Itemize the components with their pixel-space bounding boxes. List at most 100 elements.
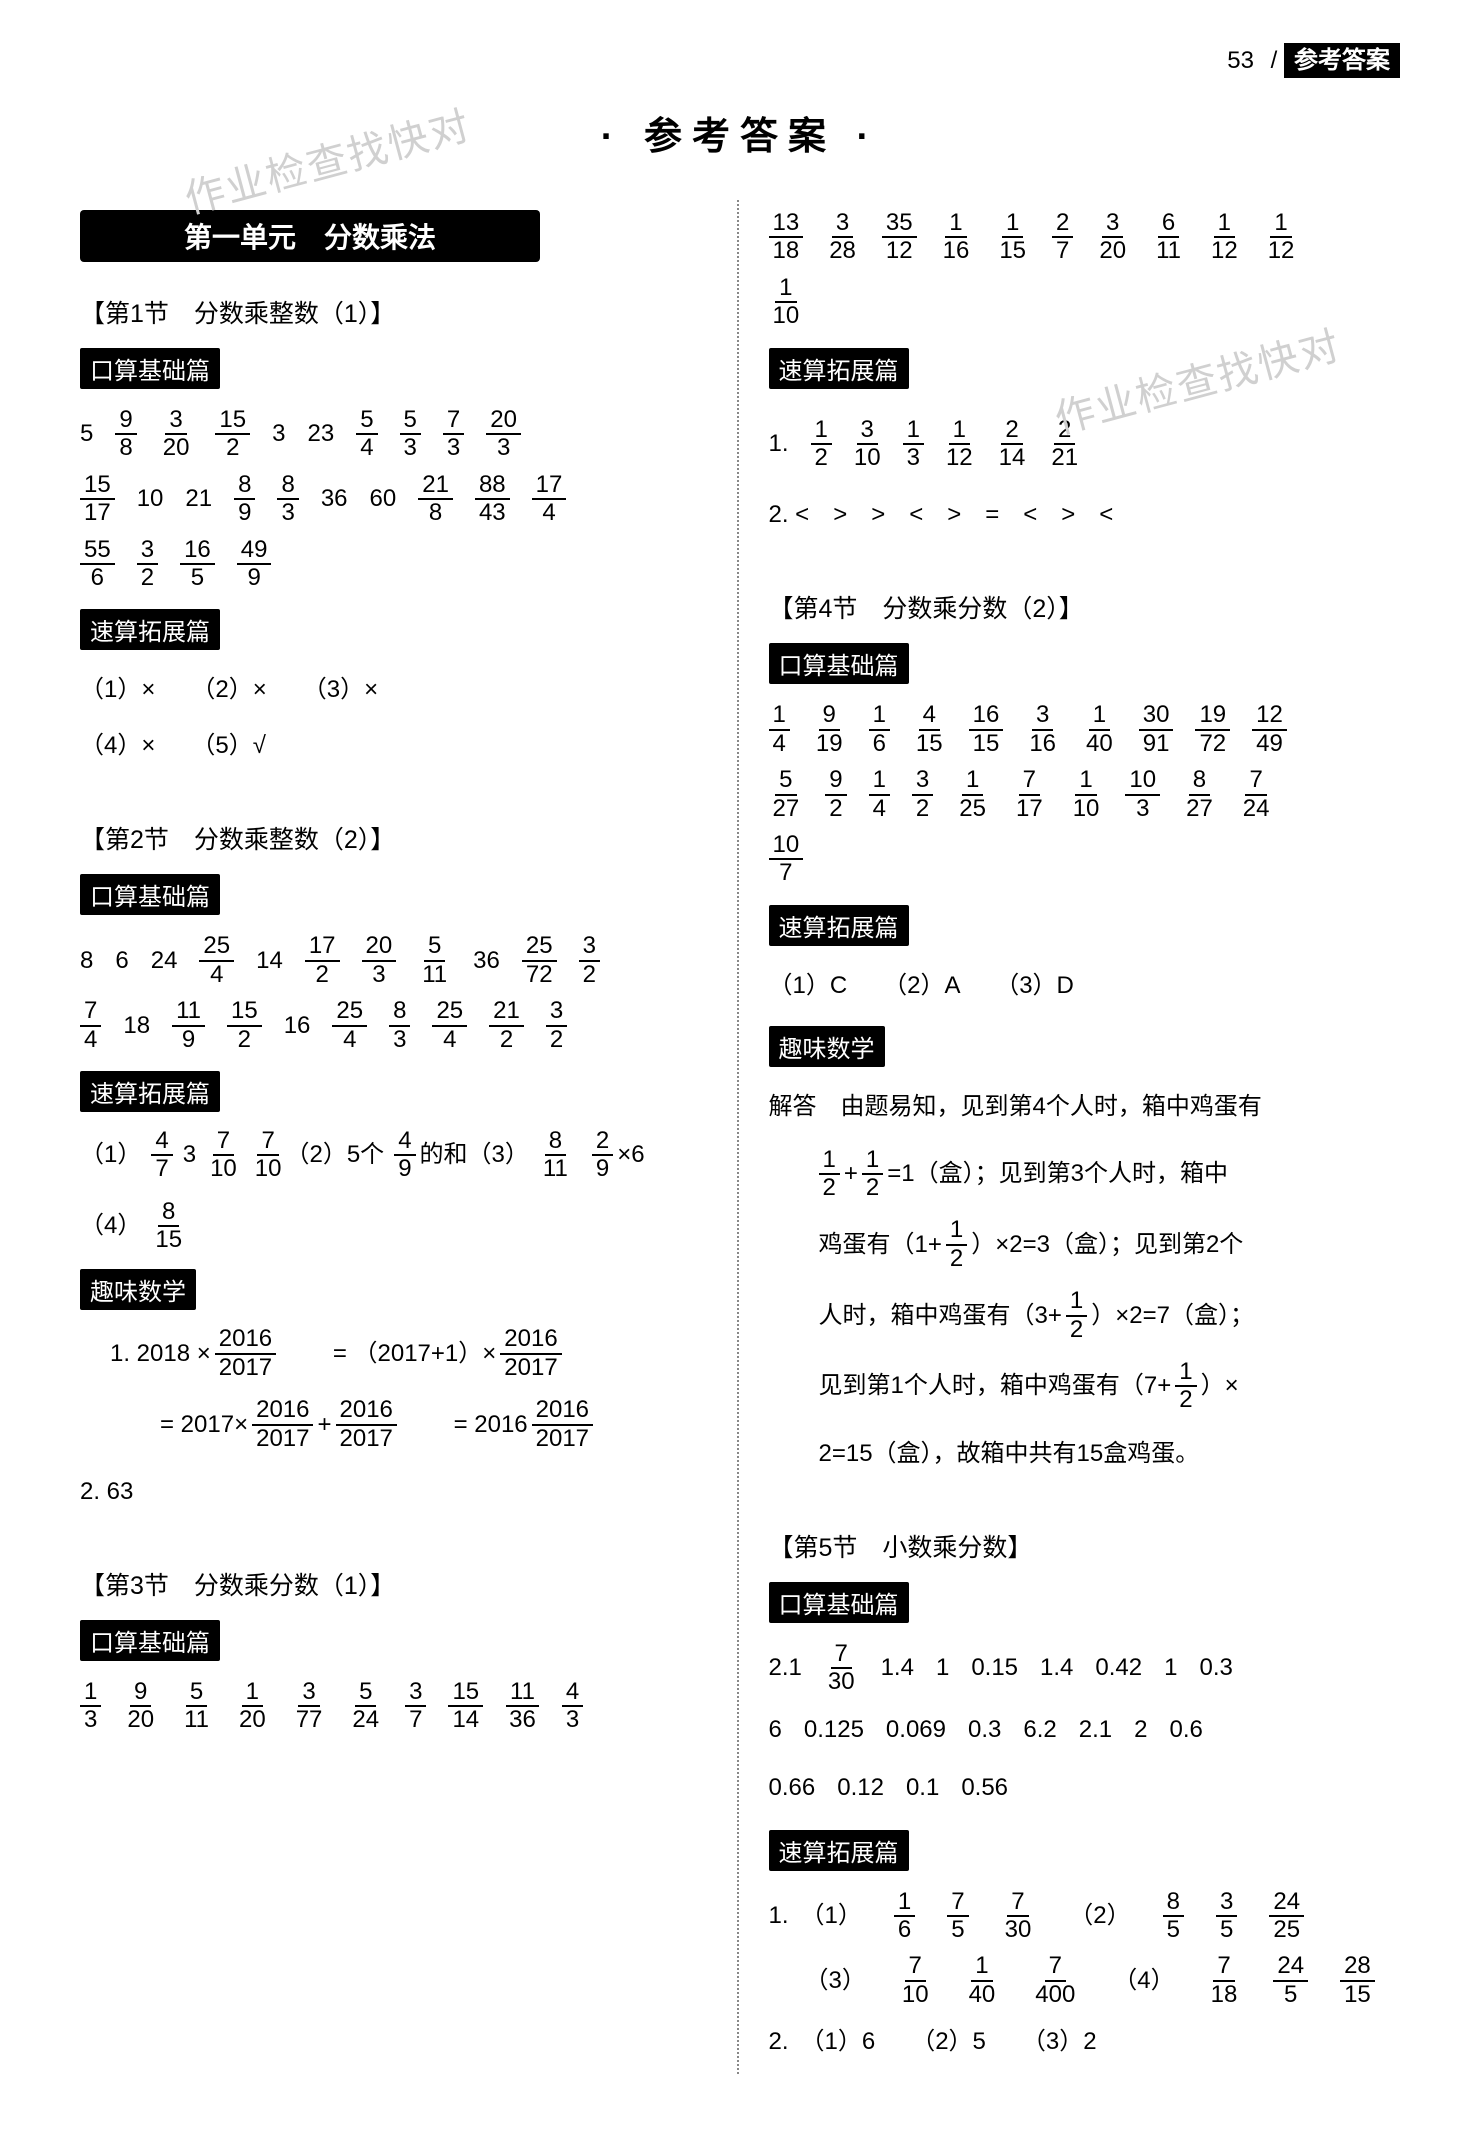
expand-item: （2）5个49的和 [285, 1128, 467, 1183]
sec3-basic: 13920511120377524371514113643 [80, 1679, 712, 1734]
value: 1 [936, 1644, 949, 1692]
sec2-expand: （1）47 3 710710（2）5个49的和（3）811 29×6（4）815 [80, 1120, 712, 1262]
value: 21 [185, 475, 212, 523]
fraction: 27 [1052, 210, 1073, 265]
value: 60 [370, 475, 397, 523]
fraction: 611 [1152, 210, 1185, 265]
fraction: 254 [199, 933, 234, 988]
page-header: 53 / 参考答案 [80, 40, 1400, 75]
tag-expand: 速算拓展篇 [769, 348, 909, 389]
fraction: 12 [1175, 1359, 1196, 1414]
fraction: 35 [1216, 1889, 1237, 1944]
fraction: 524 [348, 1679, 383, 1734]
fun-line: 12+12=1（盒）；见到第3个人时，箱中 [769, 1147, 1228, 1202]
label: （4） [1101, 1957, 1174, 2005]
fraction: 710 [251, 1128, 286, 1183]
label: （2） [1057, 1892, 1130, 1940]
fraction: 12 [819, 1147, 840, 1202]
fraction: 212 [489, 998, 524, 1053]
value: 14 [256, 937, 283, 985]
fraction: 85 [1163, 1889, 1184, 1944]
tag-fun: 趣味数学 [80, 1269, 196, 1310]
fraction: 7400 [1031, 1953, 1079, 2008]
value: 3 [183, 1131, 196, 1179]
unit-banner: 第一单元 分数乘法 [80, 210, 540, 262]
fraction: 203 [362, 933, 397, 988]
answer-row: 60.1250.0690.36.22.120.6 [769, 1706, 1401, 1754]
tag-expand: 速算拓展篇 [80, 1071, 220, 1112]
slash: / [1271, 47, 1278, 74]
fraction: 89 [234, 472, 255, 527]
fraction: 20162017 [500, 1326, 561, 1381]
txt: + [317, 1401, 331, 1449]
value: 1 [1164, 1644, 1177, 1692]
fraction: 112 [942, 417, 977, 472]
value: 2 [1134, 1706, 1147, 1754]
fraction: 98 [115, 407, 136, 462]
value: 16 [284, 1002, 311, 1050]
fraction: 140 [965, 1953, 1000, 2008]
sec4-fun: 解答 由题易知，见到第4个人时，箱中鸡蛋有12+12=1（盒）；见到第3个人时，… [769, 1083, 1401, 1486]
value: 0.66 [769, 1764, 816, 1812]
main-title: · 参考答案 · [80, 105, 1400, 160]
right-top-rows: 1318328351211611527320611112112110 [769, 210, 1401, 330]
label: （3） [769, 1957, 866, 2005]
fraction: 165 [180, 537, 215, 592]
fraction: 13 [903, 417, 924, 472]
fraction: 74 [80, 998, 101, 1053]
fraction: 54 [356, 407, 377, 462]
value: 0.125 [804, 1706, 864, 1754]
fraction: 254 [432, 998, 467, 1053]
fraction: 73 [443, 407, 464, 462]
fun-line: 见到第1个人时，箱中鸡蛋有（7+12）× [769, 1359, 1239, 1414]
value: 0.3 [968, 1706, 1001, 1754]
fraction: 14 [869, 767, 890, 822]
fraction: 556 [80, 537, 115, 592]
fraction: 8843 [475, 472, 510, 527]
fraction: 16 [869, 702, 890, 757]
content-columns: 第一单元 分数乘法 【第1节 分数乘整数（1）】 口算基础篇 598320152… [80, 200, 1400, 2074]
value: 8 [80, 937, 93, 985]
value: 3 [272, 410, 285, 458]
tag-expand: 速算拓展篇 [769, 905, 909, 946]
value: 10 [137, 475, 164, 523]
value: 0.12 [837, 1764, 884, 1812]
fraction: 13 [80, 1679, 101, 1734]
fraction: 172 [305, 933, 340, 988]
fraction: 92 [825, 767, 846, 822]
fraction: 112 [1264, 210, 1299, 265]
fraction: 43 [562, 1679, 583, 1734]
tag-basic: 口算基础篇 [769, 643, 909, 684]
txt: = 2016 [454, 1401, 528, 1449]
answer-line: 2. （1）6 （2）5 （3）2 [769, 2018, 1401, 2066]
tag-basic: 口算基础篇 [80, 1620, 220, 1661]
fraction: 20162017 [336, 1397, 397, 1452]
answer-row: 13920511120377524371514113643 [80, 1679, 712, 1734]
section-title: 【第2节 分数乘整数（2）】 [80, 820, 712, 856]
fraction: 2425 [1269, 1889, 1304, 1944]
answer-row: 110 [769, 275, 1401, 330]
fraction: 221 [1047, 417, 1082, 472]
section-title: 【第1节 分数乘整数（1）】 [80, 294, 712, 330]
answer-row: 0.660.120.10.56 [769, 1764, 1401, 1812]
answer-row: 527921432125717110103827724 [769, 767, 1401, 822]
answer-line: （1）× （2）× （3）× [80, 666, 712, 714]
fraction: 827 [1182, 767, 1217, 822]
fraction: 32 [137, 537, 158, 592]
fraction: 1972 [1195, 702, 1230, 757]
fraction: 203 [486, 407, 521, 462]
fraction: 499 [237, 537, 272, 592]
answer-row: 598320152323545373203 [80, 407, 712, 462]
fraction: 112 [1207, 210, 1242, 265]
fraction: 120 [235, 1679, 270, 1734]
value: 0.069 [886, 1706, 946, 1754]
fraction: 107 [769, 832, 804, 887]
fraction: 245 [1273, 1953, 1308, 2008]
tag-expand: 速算拓展篇 [769, 1830, 909, 1871]
value: 0.15 [971, 1644, 1018, 1692]
fraction: 152 [215, 407, 250, 462]
fraction: 140 [1082, 702, 1117, 757]
tag-basic: 口算基础篇 [769, 1582, 909, 1623]
answer-line: 2. 63 [80, 1468, 712, 1516]
fraction: 710 [898, 1953, 933, 2008]
